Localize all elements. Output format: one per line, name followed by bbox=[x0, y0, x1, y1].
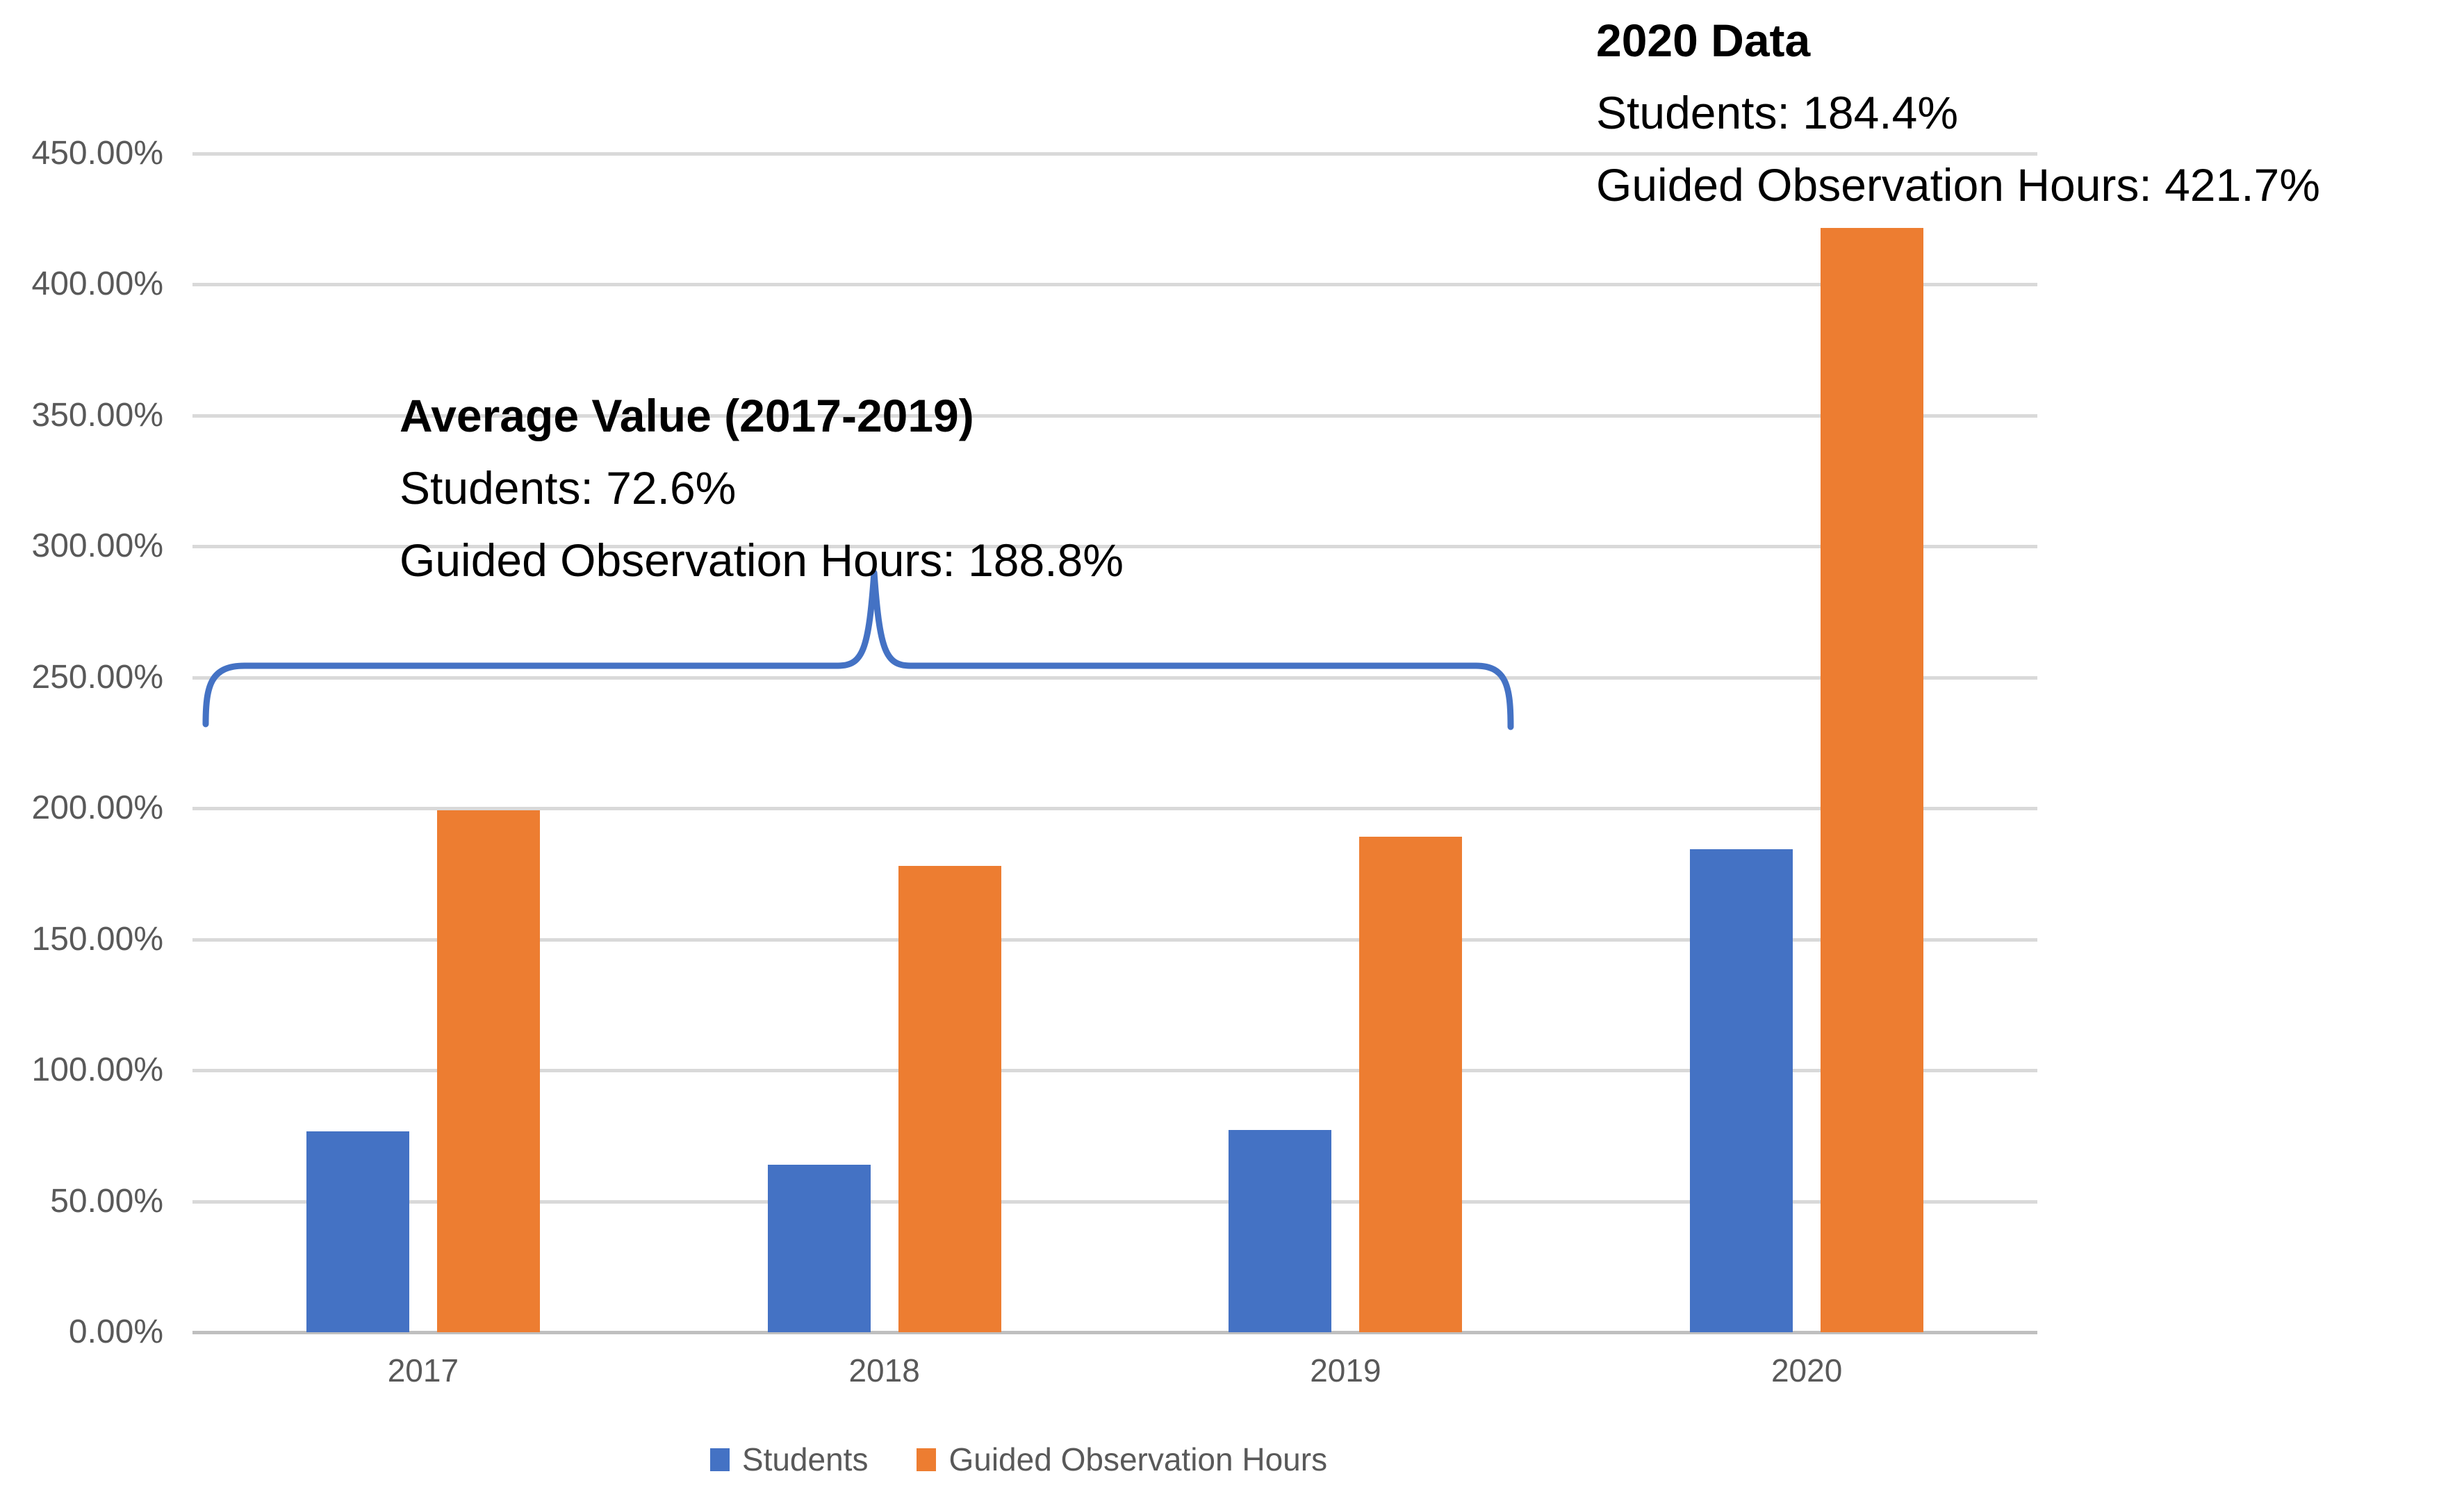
legend-item-students: Students bbox=[709, 1440, 869, 1479]
annotation-average-title: Average Value (2017-2019) bbox=[400, 390, 974, 441]
y-tick-label-450: 450.00% bbox=[31, 135, 164, 172]
bar-guided-observation-hours-2020 bbox=[1821, 227, 1924, 1332]
x-axis-labels: 2017 2018 2019 2020 bbox=[192, 1350, 2037, 1391]
annotation-2020-hours: Guided Observation Hours: 421.7% bbox=[1596, 159, 2320, 211]
bar-group-2017 bbox=[192, 154, 654, 1332]
annotation-2020-data: 2020 Data Students: 184.4% Guided Observ… bbox=[1596, 4, 2320, 221]
y-tick-label-400: 400.00% bbox=[31, 265, 164, 303]
bar-group-2018 bbox=[654, 154, 1115, 1332]
bar-students-2019 bbox=[1229, 1129, 1332, 1332]
gridline-350 bbox=[192, 413, 2037, 418]
y-tick-label-250: 250.00% bbox=[31, 658, 164, 696]
legend-label-students: Students bbox=[741, 1441, 869, 1477]
legend-swatch-guided-observation-hours bbox=[917, 1448, 937, 1471]
y-tick-label-0: 0.00% bbox=[68, 1313, 163, 1350]
bar-students-2017 bbox=[306, 1131, 409, 1332]
x-axis-line bbox=[192, 1331, 2037, 1334]
gridline-150 bbox=[192, 937, 2037, 942]
x-tick-label-2019: 2019 bbox=[1310, 1352, 1381, 1389]
annotation-average: Average Value (2017-2019) Students: 72.6… bbox=[400, 379, 1124, 596]
annotation-average-students: Students: 72.6% bbox=[400, 462, 737, 514]
annotation-average-hours: Guided Observation Hours: 188.8% bbox=[400, 534, 1124, 586]
gridline-300 bbox=[192, 545, 2037, 549]
gridline-100 bbox=[192, 1069, 2037, 1073]
gridline-450 bbox=[192, 152, 2037, 156]
x-tick-label-2018: 2018 bbox=[848, 1352, 920, 1389]
y-tick-label-50: 50.00% bbox=[50, 1182, 163, 1220]
bar-group-2020 bbox=[1576, 154, 2037, 1332]
plot-area bbox=[192, 152, 2037, 1334]
y-tick-label-100: 100.00% bbox=[31, 1051, 164, 1089]
gridline-200 bbox=[192, 807, 2037, 811]
y-tick-label-150: 150.00% bbox=[31, 920, 164, 958]
bar-guided-observation-hours-2018 bbox=[898, 865, 1001, 1332]
y-axis-labels: 0.00% 50.00% 100.00% 150.00% 200.00% 250.00% 3… bbox=[0, 136, 167, 1350]
legend-label-guided-observation-hours: Guided Observation Hours bbox=[948, 1441, 1328, 1477]
y-tick-label-300: 300.00% bbox=[31, 527, 164, 565]
bar-guided-observation-hours-2017 bbox=[436, 810, 540, 1332]
gridline-50 bbox=[192, 1199, 2037, 1204]
x-tick-label-2017: 2017 bbox=[387, 1352, 459, 1389]
bar-group-2019 bbox=[1115, 154, 1577, 1332]
bar-guided-observation-hours-2019 bbox=[1359, 837, 1463, 1332]
bar-students-2020 bbox=[1690, 849, 1793, 1332]
x-tick-label-2020: 2020 bbox=[1771, 1352, 1843, 1389]
bar-students-2018 bbox=[767, 1165, 871, 1332]
y-tick-label-350: 350.00% bbox=[31, 396, 164, 434]
legend: Students Guided Observation Hours bbox=[0, 1440, 2037, 1479]
annotation-2020-title: 2020 Data bbox=[1596, 15, 1811, 66]
legend-swatch-students bbox=[709, 1448, 730, 1471]
annotation-2020-students: Students: 184.4% bbox=[1596, 87, 1959, 138]
gridline-400 bbox=[192, 283, 2037, 287]
y-tick-label-200: 200.00% bbox=[31, 789, 164, 827]
legend-item-guided-observation-hours: Guided Observation Hours bbox=[917, 1440, 1327, 1479]
